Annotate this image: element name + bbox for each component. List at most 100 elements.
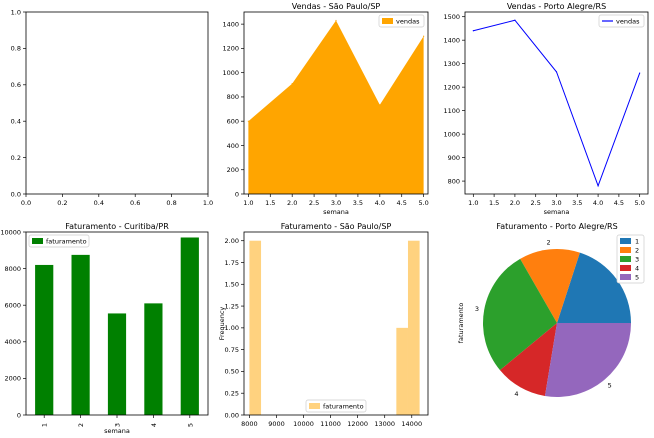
- x-tick-label: 1.5: [265, 199, 275, 207]
- x-tick-label: 0.2: [57, 199, 67, 207]
- chart-bar-faturamento-curitiba: 1 2 3 4 5 0 2000 4000 6000 8000 10000 Faturamento -…: [0, 222, 209, 435]
- x-tick-label: 1.5: [489, 199, 499, 207]
- pie-slice: [520, 248, 580, 323]
- area-point: [335, 19, 337, 22]
- axes-frame-4: [243, 231, 429, 416]
- y-tick-label: 800: [448, 177, 460, 185]
- x-tick-label: 8000: [241, 420, 258, 428]
- pie-slice-label: 3: [475, 305, 479, 313]
- chart-title: Vendas - São Paulo/SP: [292, 2, 381, 11]
- area-point: [379, 104, 381, 106]
- area-point: [247, 120, 249, 122]
- y-tick-label: 0.4: [11, 118, 21, 126]
- y-axis-label: Frequency: [218, 307, 226, 341]
- x-axis-label: semana: [544, 208, 570, 216]
- line-point: [555, 71, 558, 73]
- axes-frame-2: [464, 11, 649, 195]
- legend-swatch: [620, 256, 631, 262]
- y-tick-label: 1400: [443, 36, 460, 44]
- y-tick-label: 0: [235, 190, 239, 198]
- y-tick-label: 6000: [4, 302, 21, 310]
- legend-label: vendas: [396, 18, 420, 26]
- chart-title: Vendas - Porto Alegre/RS: [507, 2, 606, 11]
- x-tick-label: 14000: [401, 420, 422, 428]
- x-tick-label: 1.0: [203, 199, 213, 207]
- x-tick-label: 12000: [347, 420, 368, 428]
- y-tick-label: 10000: [0, 228, 21, 236]
- y-tick-label: 1100: [443, 107, 460, 115]
- line-point: [597, 185, 599, 187]
- x-axis-label: semana: [104, 427, 130, 435]
- x-tick-label: 5.0: [418, 199, 428, 207]
- bar: [144, 303, 163, 415]
- x-tick-label: 2.0: [287, 199, 297, 207]
- histogram-bar: [249, 240, 262, 415]
- x-axis-label: semana: [323, 208, 349, 216]
- y-tick-label: 900: [448, 154, 460, 162]
- legend-label: vendas: [616, 18, 640, 26]
- x-tick-label: 3.5: [572, 199, 582, 207]
- x-tick-label: 4.5: [397, 199, 407, 207]
- x-tick-label: 13000: [374, 420, 395, 428]
- legend-swatch: [620, 238, 631, 244]
- bar: [180, 237, 199, 415]
- y-tick-label: 0.2: [11, 154, 21, 162]
- x-tick-label: 3.5: [353, 199, 363, 207]
- y-tick-label: 1.75: [225, 259, 239, 267]
- chart-area-vendas-sp: 0 200 400 600 800 1000 1200 1400 1.0 1.5 2.0 2.5 3.0…: [222, 2, 428, 216]
- pie-slice-label: 5: [608, 381, 612, 389]
- y-tick-label: 0.00: [225, 411, 239, 419]
- y-tick-label: 800: [227, 93, 239, 101]
- x-tick-label: 0.4: [94, 199, 104, 207]
- x-tick-label: 3.0: [551, 199, 561, 207]
- x-tick-label: 0.6: [130, 199, 140, 207]
- chart-histogram-faturamento-sp: 0.00 0.25 0.50 0.75 1.00 1.25 1.50 1.75 2.00 8000…: [218, 222, 429, 428]
- pie-slice: [499, 323, 557, 397]
- area-series-vendas: [248, 20, 424, 195]
- area-point: [423, 35, 425, 37]
- pie-slice: [483, 258, 557, 371]
- y-tick-label: 400: [227, 142, 239, 150]
- pie-slice-label: 2: [547, 238, 551, 246]
- x-tick-label: 4.5: [614, 199, 624, 207]
- pie-slice-label: 4: [514, 390, 518, 398]
- x-tick-label: 4.0: [593, 199, 603, 207]
- legend-swatch: [382, 18, 393, 24]
- line-point: [639, 72, 641, 74]
- legend-label: 4: [635, 265, 639, 273]
- x-tick-label: 2.0: [510, 199, 520, 207]
- chart-pie-faturamento-poa: 12345Faturamento - Porto Alegre/RSfatura…: [457, 222, 645, 398]
- x-tick-label: 1: [41, 423, 49, 427]
- legend-swatch: [32, 238, 43, 244]
- x-tick-label: 10000: [293, 420, 314, 428]
- legend-swatch: [620, 265, 631, 271]
- chart-empty: 0.0 0.2 0.4 0.6 0.8 1.0 0.0 0.2 0.4 0.6 0.8 1.0: [11, 8, 214, 207]
- y-tick-label: 1400: [222, 20, 239, 28]
- x-tick-label: 4.0: [375, 199, 385, 207]
- y-tick-label: 4000: [4, 338, 21, 346]
- x-tick-label: 0.8: [166, 199, 176, 207]
- y-tick-label: 1000: [443, 130, 460, 138]
- x-tick-label: 4: [150, 423, 158, 427]
- x-tick-label: 1.0: [468, 199, 478, 207]
- legend-label: 3: [635, 256, 639, 264]
- y-tick-label: 1.25: [225, 302, 239, 310]
- x-tick-label: 9000: [268, 420, 285, 428]
- y-tick-label: 1000: [222, 69, 239, 77]
- area-point: [291, 82, 293, 85]
- y-tick-label: 1500: [443, 13, 460, 21]
- legend-label: 5: [635, 274, 639, 282]
- chart-title: Faturamento - São Paulo/SP: [281, 222, 392, 231]
- bar: [35, 264, 54, 415]
- legend-label: 1: [635, 238, 639, 246]
- chart-line-vendas-poa: 800 900 1000 1100 1200 1300 1400 1500 1.0 1.5 2.0 2…: [443, 2, 649, 216]
- y-tick-label: 0.8: [11, 45, 21, 53]
- x-tick-label: 5.0: [635, 199, 645, 207]
- legend-box: [598, 14, 645, 28]
- y-tick-label: 200: [227, 166, 239, 174]
- pie-slice: [544, 323, 631, 397]
- x-tick-label: 2: [77, 423, 85, 427]
- legend-label: faturamento: [323, 403, 364, 411]
- legend-box: [305, 399, 367, 413]
